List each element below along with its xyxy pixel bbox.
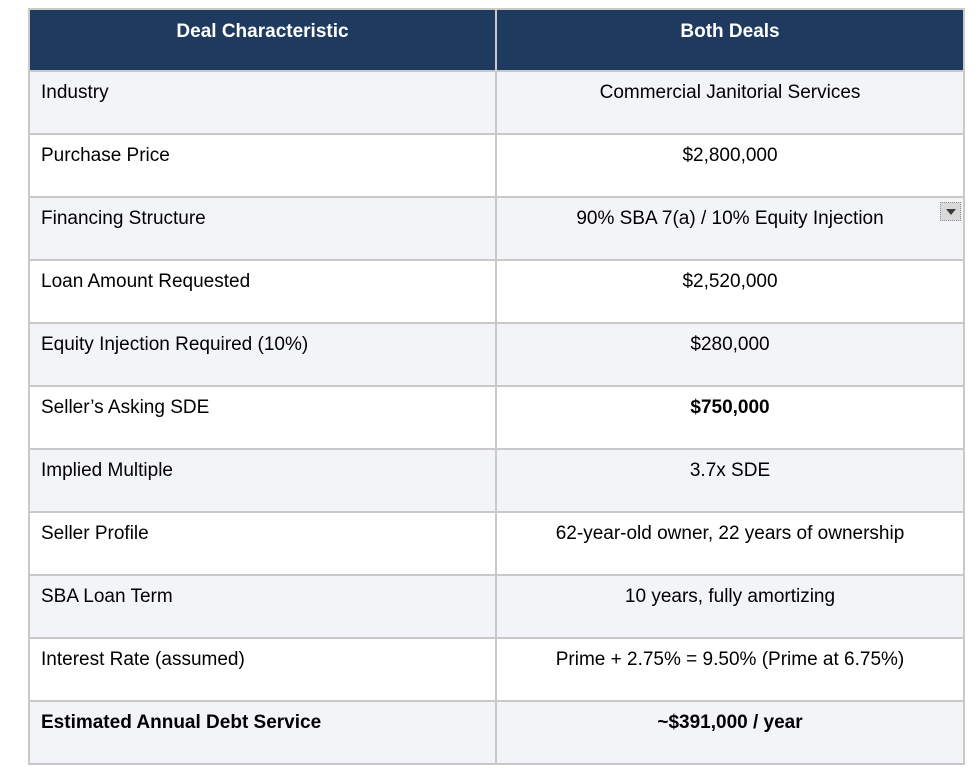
row-value-text: $2,800,000 — [682, 145, 778, 166]
row-value: Prime + 2.75% = 9.50% (Prime at 6.75%) — [495, 637, 965, 702]
row-label: Purchase Price — [28, 133, 497, 198]
row-label: SBA Loan Term — [28, 574, 497, 639]
row-value: 3.7x SDE — [495, 448, 965, 513]
dropdown-button[interactable] — [940, 202, 961, 221]
table-row: Estimated Annual Debt Service ~$391,000 … — [28, 700, 965, 765]
table-row: Seller’s Asking SDE $750,000 — [28, 385, 965, 450]
column-header-both-deals: Both Deals — [495, 8, 965, 72]
header-row: Deal Characteristic Both Deals — [28, 8, 965, 72]
row-label: Estimated Annual Debt Service — [28, 700, 497, 765]
row-value-text: 3.7x SDE — [689, 460, 771, 481]
row-label: Industry — [28, 70, 497, 135]
deal-comparison-table: Deal Characteristic Both Deals Industry … — [28, 8, 965, 765]
row-label: Loan Amount Requested — [28, 259, 497, 324]
table-row: Purchase Price $2,800,000 — [28, 133, 965, 198]
row-value: ~$391,000 / year — [495, 700, 965, 765]
row-label: Interest Rate (assumed) — [28, 637, 497, 702]
row-value: Commercial Janitorial Services — [495, 70, 965, 135]
table-row: Equity Injection Required (10%) $280,000 — [28, 322, 965, 387]
row-label: Seller Profile — [28, 511, 497, 576]
row-value-text: 62-year-old owner, 22 years of ownership — [555, 523, 905, 544]
table-row: Implied Multiple 3.7x SDE — [28, 448, 965, 513]
row-value-text: ~$391,000 / year — [657, 712, 803, 733]
row-label: Seller’s Asking SDE — [28, 385, 497, 450]
table-body: Industry Commercial Janitorial Services … — [28, 70, 965, 765]
table-row: Seller Profile 62-year-old owner, 22 yea… — [28, 511, 965, 576]
table-row: SBA Loan Term 10 years, fully amortizing — [28, 574, 965, 639]
row-value: 10 years, fully amortizing — [495, 574, 965, 639]
row-value-text: Prime + 2.75% = 9.50% (Prime at 6.75%) — [555, 649, 905, 670]
row-value: $750,000 — [495, 385, 965, 450]
row-value-text: $2,520,000 — [682, 271, 778, 292]
row-value-text: 10 years, fully amortizing — [624, 586, 836, 607]
table-header: Deal Characteristic Both Deals — [28, 8, 965, 72]
column-header-deal-characteristic: Deal Characteristic — [28, 8, 497, 72]
chevron-down-icon — [945, 208, 956, 215]
row-value: 90% SBA 7(a) / 10% Equity Injection — [495, 196, 965, 261]
row-value-text: Commercial Janitorial Services — [599, 82, 861, 103]
table-row: Financing Structure 90% SBA 7(a) / 10% E… — [28, 196, 965, 261]
table-row: Loan Amount Requested $2,520,000 — [28, 259, 965, 324]
row-label: Financing Structure — [28, 196, 497, 261]
row-value-text: $750,000 — [690, 397, 770, 418]
row-label: Implied Multiple — [28, 448, 497, 513]
table-row: Industry Commercial Janitorial Services — [28, 70, 965, 135]
row-value-text: 90% SBA 7(a) / 10% Equity Injection — [576, 208, 884, 229]
row-value: $2,520,000 — [495, 259, 965, 324]
table-row: Interest Rate (assumed) Prime + 2.75% = … — [28, 637, 965, 702]
row-value: $280,000 — [495, 322, 965, 387]
deal-comparison-table-container: Deal Characteristic Both Deals Industry … — [28, 8, 965, 765]
row-value: $2,800,000 — [495, 133, 965, 198]
row-label: Equity Injection Required (10%) — [28, 322, 497, 387]
row-value-text: $280,000 — [690, 334, 770, 355]
row-value: 62-year-old owner, 22 years of ownership — [495, 511, 965, 576]
